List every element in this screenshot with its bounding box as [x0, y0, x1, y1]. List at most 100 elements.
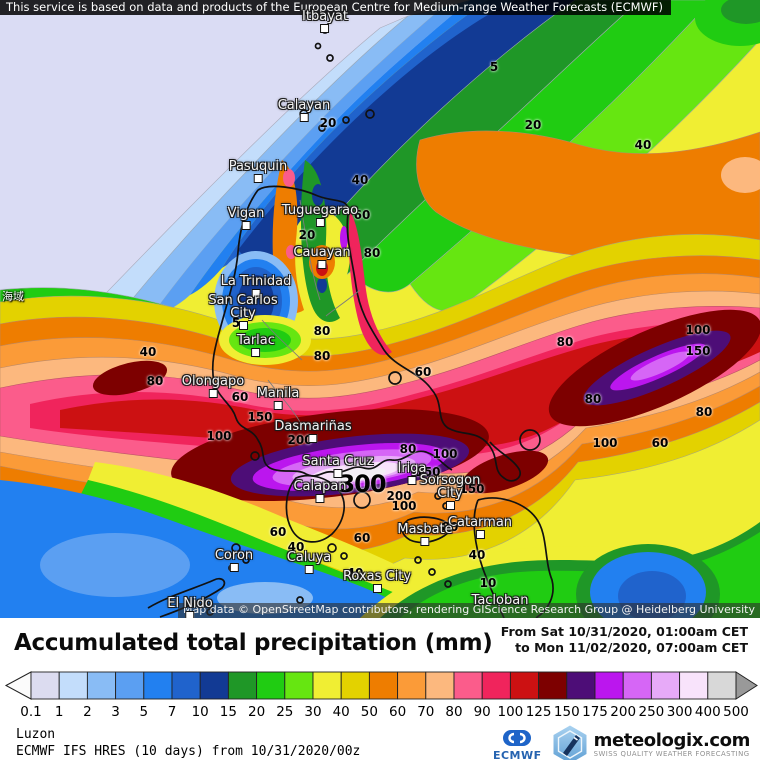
city-label-masbate: Masbate	[397, 522, 453, 546]
city-name: Sorsogon City	[419, 473, 481, 501]
city-marker	[273, 401, 283, 410]
contour-label-80: 80	[556, 335, 574, 349]
meteologix-hexagon-icon	[553, 725, 587, 760]
colorbar-segment-175	[594, 671, 624, 700]
colorbar-tick-125: 125	[526, 704, 552, 720]
city-name: Masbate	[397, 522, 453, 537]
colorbar-tick-90: 90	[474, 704, 491, 720]
ecmwf-logo: ECMWF	[493, 729, 542, 760]
precipitation-map: This service is based on data and produc…	[0, 0, 760, 618]
colorbar-segment-300	[679, 671, 709, 700]
colorbar-tick-70: 70	[417, 704, 434, 720]
colorbar-tick-60: 60	[389, 704, 406, 720]
colorbar-segment-3	[115, 671, 145, 700]
period-from: From Sat 10/31/2020, 01:00am CET	[500, 624, 748, 639]
city-name: Coron	[214, 548, 254, 563]
contour-label-300: 300	[338, 470, 386, 498]
colorbar-segment-100	[509, 671, 540, 700]
contour-label-100: 100	[685, 323, 711, 337]
city-label-itbayat: Itbayat	[302, 10, 348, 33]
colorbar-tick-80: 80	[445, 704, 462, 720]
city-label-san-carlos-city: San Carlos City	[204, 294, 282, 330]
colorbar-segment-1	[58, 671, 88, 700]
contour-label-80: 80	[313, 324, 331, 338]
colorbar-segment-7	[171, 671, 201, 700]
contour-label-60: 60	[353, 531, 371, 545]
city-marker	[420, 537, 430, 546]
city-label-roxas-city: Roxas City	[343, 570, 411, 593]
contour-label-60: 60	[414, 365, 432, 379]
city-marker	[320, 24, 330, 33]
contour-label-100: 100	[432, 447, 458, 461]
colorbar-tick-5: 5	[140, 704, 149, 720]
city-label-calapan: Calapan	[293, 479, 347, 503]
city-name: Catarman	[447, 515, 513, 530]
city-marker	[333, 469, 343, 478]
precipitation-field	[0, 0, 760, 618]
contour-label-200: 200	[287, 433, 313, 447]
city-label-sorsogon-city: Sorsogon City	[411, 474, 489, 510]
colorbar-tick-3: 3	[111, 704, 120, 720]
legend-area: Accumulated total precipitation (mm) Fro…	[0, 618, 760, 760]
contour-label-150: 150	[685, 344, 711, 358]
sea-area-label: 海域	[2, 290, 24, 303]
city-marker	[445, 501, 455, 510]
period-to: to Mon 11/02/2020, 07:00am CET	[515, 640, 748, 655]
city-name: Tuguegarao	[281, 203, 359, 218]
contour-label-40: 40	[634, 138, 652, 152]
city-label-caluya: Caluya	[287, 551, 331, 574]
city-label-dasmari-as: Dasmariñas	[274, 420, 352, 443]
contour-label-40: 40	[139, 345, 157, 359]
city-marker	[407, 476, 417, 485]
logos: ECMWF meteol	[493, 724, 750, 760]
brand-name: meteologix.com	[593, 729, 751, 751]
precipitation-colorbar: 0.1 1 2 3 5 7 10 15 20 25 30 40 50 60 70 80 90 100 125 150 1…	[4, 671, 758, 720]
colorbar-segment-40	[340, 671, 370, 700]
city-marker	[253, 174, 263, 183]
ecmwf-service-banner: This service is based on data and produc…	[0, 0, 671, 15]
city-marker	[229, 563, 239, 572]
colorbar-tick-50: 50	[361, 704, 378, 720]
forecast-period: From Sat 10/31/2020, 01:00am CET to Mon …	[501, 624, 748, 656]
contour-label-60: 60	[269, 525, 287, 539]
colorbar-segment-200	[622, 671, 652, 700]
colorbar-segment-15	[227, 671, 258, 700]
contour-label-80: 80	[441, 520, 459, 534]
city-name: Vigan	[227, 206, 265, 221]
city-marker	[304, 565, 314, 574]
city-name: Pasuquin	[228, 159, 288, 174]
colorbar-segment-150	[566, 671, 596, 700]
city-label-catarman: Catarman	[448, 516, 512, 539]
city-label-iriga: Iriga	[397, 462, 427, 485]
city-marker	[308, 434, 318, 443]
city-name: Itbayat	[302, 9, 348, 24]
colorbar-segment-20	[256, 671, 286, 700]
city-name: Calapan	[293, 479, 347, 494]
contour-label-40: 40	[351, 173, 369, 187]
city-marker	[315, 218, 325, 227]
city-name: El Nido	[167, 596, 213, 611]
city-marker	[185, 611, 195, 618]
map-attribution: Map data © OpenStreetMap contributors, r…	[178, 603, 760, 618]
colorbar-segment-400	[707, 671, 737, 700]
city-marker	[475, 530, 485, 539]
city-name: La Trinidad	[220, 274, 292, 289]
contour-label-40: 40	[287, 540, 305, 554]
contour-label-20: 20	[524, 118, 542, 132]
colorbar-tick-250: 250	[639, 704, 665, 720]
city-marker	[208, 389, 218, 398]
city-marker	[372, 584, 382, 593]
contour-label-150: 150	[247, 410, 273, 424]
city-label-cauayan: Cauayan	[293, 246, 351, 269]
colorbar-tick-400: 400	[695, 704, 721, 720]
colorbar-segment-125	[538, 671, 568, 700]
city-name: Calayan	[277, 98, 331, 113]
contour-label-40: 40	[346, 566, 364, 580]
page-title: Accumulated total precipitation (mm)	[14, 630, 493, 656]
contour-label-150: 150	[415, 465, 441, 479]
contour-label-80: 80	[363, 246, 381, 260]
contour-label-100: 100	[592, 436, 618, 450]
contour-label-10: 10	[479, 576, 497, 590]
city-marker	[251, 289, 261, 298]
city-label-calayan: Calayan	[277, 98, 331, 122]
